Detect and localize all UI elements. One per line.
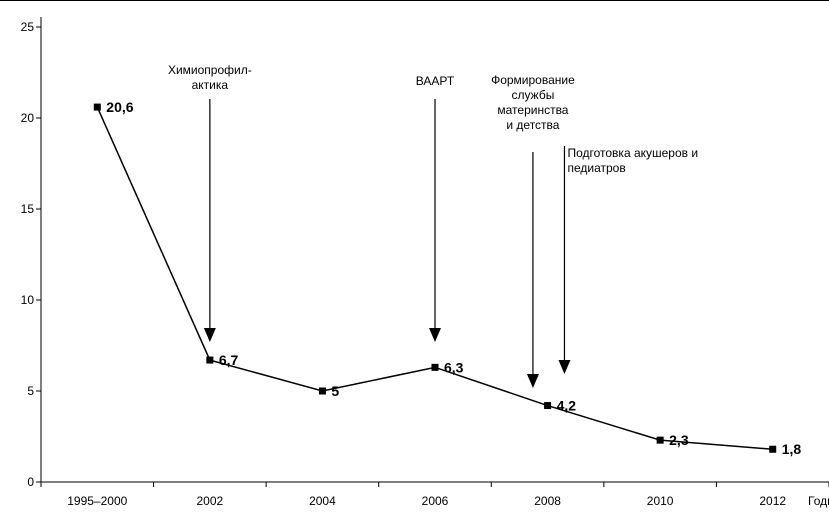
y-tick-label: 20 bbox=[21, 111, 35, 125]
x-tick-label: 2012 bbox=[759, 494, 786, 508]
data-point-marker bbox=[431, 363, 439, 371]
annotation-arrow-head bbox=[526, 374, 539, 388]
x-tick-label: 1995–2000 bbox=[67, 494, 127, 508]
annotation: Химиопрофил-актика bbox=[168, 63, 252, 342]
y-tick-label: 5 bbox=[27, 384, 34, 398]
annotation-text: Химиопрофил- bbox=[168, 63, 252, 77]
x-tick-label: 2010 bbox=[647, 494, 674, 508]
annotation-text: актика bbox=[192, 78, 229, 92]
data-point-marker bbox=[769, 445, 777, 453]
x-tick-label: 2002 bbox=[197, 494, 224, 508]
annotation-text: службы bbox=[512, 88, 555, 102]
data-label: 4,2 bbox=[557, 398, 577, 414]
data-point-marker bbox=[93, 103, 101, 111]
annotation-arrow-head bbox=[558, 360, 571, 374]
data-label: 20,6 bbox=[106, 99, 133, 115]
annotation-text: и детства bbox=[506, 118, 559, 132]
data-label: 6,7 bbox=[219, 352, 239, 368]
annotation-text: Формирование bbox=[491, 73, 575, 87]
annotation-arrow-head bbox=[429, 328, 441, 342]
x-tick-label: 2006 bbox=[422, 494, 449, 508]
data-labels: 20,6 6,7 5 6,3 4,2 2,3 1,8 bbox=[106, 99, 801, 457]
data-label: 1,8 bbox=[782, 441, 802, 457]
x-axis-ticks: 1995–2000 2002 2004 2006 2008 2010 2012 bbox=[40, 482, 829, 508]
data-series bbox=[93, 103, 777, 453]
annotations: Химиопрофил-актика ВААРТ Формированиеслужб… bbox=[168, 63, 698, 388]
data-point-marker bbox=[544, 402, 552, 410]
y-tick-label: 0 bbox=[27, 475, 34, 489]
annotation-arrow-head bbox=[203, 328, 216, 342]
data-point-marker bbox=[206, 356, 214, 364]
data-label: 5 bbox=[331, 383, 339, 399]
x-axis-title: Годы bbox=[808, 494, 829, 508]
data-point-marker bbox=[318, 387, 326, 395]
y-tick-label: 15 bbox=[21, 202, 35, 216]
x-tick-label: 2004 bbox=[309, 494, 336, 508]
chart-axes bbox=[0, 0, 829, 483]
annotation: ВААРТ bbox=[416, 74, 455, 342]
annotation-text: педиатров bbox=[567, 161, 625, 175]
data-label: 2,3 bbox=[669, 432, 689, 448]
data-point-marker bbox=[656, 436, 664, 444]
annotation-text: Подготовка акушеров и bbox=[567, 146, 698, 160]
y-tick-label: 10 bbox=[21, 293, 35, 307]
x-tick-label: 2008 bbox=[534, 494, 561, 508]
data-label: 6,3 bbox=[444, 359, 464, 375]
y-tick-label: 25 bbox=[21, 20, 35, 34]
y-axis-ticks: 0 5 10 15 20 25 bbox=[21, 20, 41, 489]
annotation-text: материнства bbox=[497, 103, 568, 117]
annotation-text: ВААРТ bbox=[416, 74, 455, 88]
